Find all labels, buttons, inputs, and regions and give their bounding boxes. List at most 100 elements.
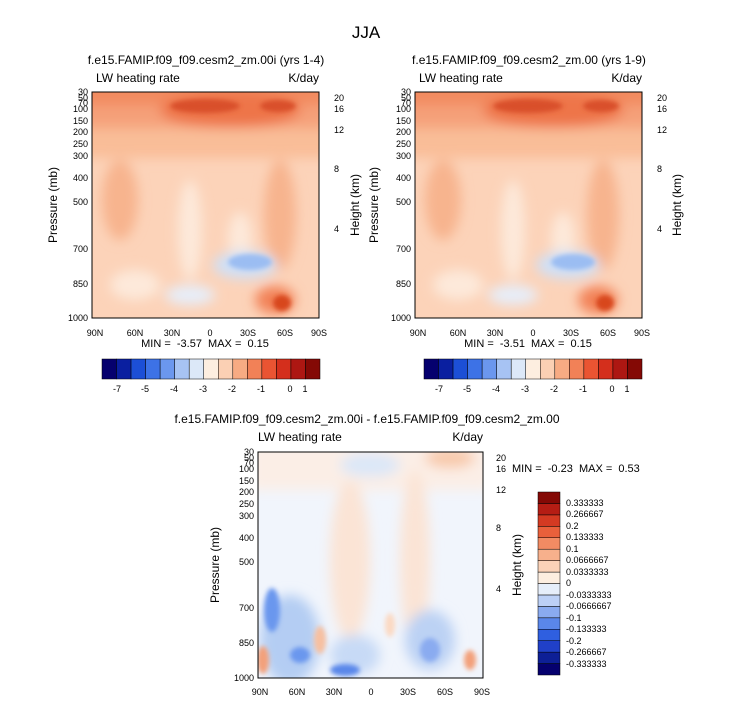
panel-1-y-tick: 850: [73, 279, 88, 289]
panel-1-y-tick: 150: [73, 116, 88, 126]
panel-3-y-tick: 70: [244, 458, 254, 468]
panel-3-height-tick: 8: [496, 523, 501, 533]
panel-2-y-tick: 250: [396, 139, 411, 149]
colorbar-swatch: [159, 358, 175, 380]
panel-2-height-ticks: 20 16 12 8 4: [657, 93, 667, 234]
colorbar-swatch: [510, 358, 526, 380]
colorbar-swatch: [452, 358, 468, 380]
panel-1-x-tick: 60N: [127, 328, 144, 338]
panel-3-y-tick: 200: [239, 487, 254, 497]
panel-1-x-tick: 30S: [240, 328, 256, 338]
panel-3-cb-label: -0.133333: [566, 624, 607, 634]
colorbar-swatch: [554, 358, 570, 380]
panel-3-x-tick: 60S: [437, 687, 453, 697]
panel-2-right-label: K/day: [611, 71, 642, 85]
panel-2-frame: [414, 91, 643, 319]
colorbar-swatch: [569, 358, 585, 380]
panel-2-y-tick: 100: [396, 104, 411, 114]
panel-3-y-ticks: 30 50 70 100 150 200 250 300 400 500 700…: [234, 447, 254, 683]
colorbar-swatch: [537, 571, 561, 584]
panel-2-colorbar: [423, 358, 643, 380]
panel-3-left-label: LW heating rate: [258, 430, 342, 444]
panel-3-y-tick: 150: [239, 476, 254, 486]
panel-3-cb-label: -0.2: [566, 636, 582, 646]
colorbar-swatch: [537, 651, 561, 664]
colorbar-swatch: [537, 491, 561, 504]
panel-2-field: [415, 92, 642, 318]
panel-2-height-tick: 12: [657, 125, 667, 135]
panel-2: f.e15.FAMIP.f09_f09.cesm2_zm.00 (yrs 1-9…: [367, 53, 684, 394]
panel-2-colorbar-labels: -7 -5 -4 -3 -2 -1 0 1: [435, 384, 630, 394]
panel-2-cb-label: -3: [521, 384, 529, 394]
panel-3-ylabel-right: Height (km): [510, 534, 524, 596]
colorbar-swatch: [305, 358, 321, 380]
panel-2-x-tick: 0: [530, 328, 535, 338]
panel-3-title: f.e15.FAMIP.f09_f09.cesm2_zm.00i - f.e15…: [174, 412, 559, 426]
panel-2-y-tick: 50: [401, 93, 411, 103]
colorbar-swatch: [537, 663, 561, 676]
panel-3-y-tick: 400: [239, 533, 254, 543]
colorbar-swatch: [232, 358, 248, 380]
panel-2-y-tick: 500: [396, 197, 411, 207]
panel-1-x-ticks: 90N 60N 30N 0 30S 60S 90S: [87, 328, 327, 338]
panel-3-x-tick: 30S: [400, 687, 416, 697]
panel-3-cb-label: 0.1: [566, 544, 579, 554]
panel-1-left-label: LW heating rate: [96, 71, 180, 85]
panel-1-title: f.e15.FAMIP.f09_f09.cesm2_zm.00i (yrs 1-…: [88, 53, 325, 67]
panel-2-y-tick: 700: [396, 244, 411, 254]
panel-3-colorbar: [537, 491, 561, 676]
panel-3-height-tick: 12: [496, 485, 506, 495]
colorbar-swatch: [467, 358, 483, 380]
panel-1-y-tick: 250: [73, 139, 88, 149]
panel-1-y-tick: 300: [73, 151, 88, 161]
panel-2-y-tick: 30: [401, 87, 411, 97]
colorbar-swatch: [537, 548, 561, 561]
panel-2-y-tick: 70: [401, 98, 411, 108]
panel-2-cb-label: -4: [492, 384, 500, 394]
panel-1-x-tick: 90S: [311, 328, 327, 338]
panel-3-y-tick: 250: [239, 499, 254, 509]
panel-1-cb-label: 0: [287, 384, 292, 394]
panel-3-y-tick: 50: [244, 453, 254, 463]
panel-3-height-ticks: 20 16 12 8 4: [496, 453, 506, 594]
panel-3-cb-label: 0.0333333: [566, 567, 609, 577]
panel-2-y-tick: 1000: [391, 313, 411, 323]
panel-3-right-label: K/day: [452, 430, 483, 444]
panel-3-y-tick: 100: [239, 464, 254, 474]
panel-1-frame: [91, 91, 320, 319]
panel-1-height-ticks: 20 16 12 8 4: [334, 93, 344, 234]
panel-1-y-tick: 70: [78, 98, 88, 108]
panel-1-stats: MIN = -3.57 MAX = 0.15: [141, 338, 269, 350]
colorbar-swatch: [101, 358, 117, 380]
panel-2-title: f.e15.FAMIP.f09_f09.cesm2_zm.00 (yrs 1-9…: [412, 53, 646, 67]
panel-3-cb-label: 0.2: [566, 521, 579, 531]
panel-3-cb-label: -0.266667: [566, 647, 607, 657]
panel-1-height-tick: 8: [334, 164, 339, 174]
panel-3-x-tick: 90S: [474, 687, 490, 697]
panel-1-x-tick: 30N: [164, 328, 181, 338]
colorbar-swatch: [218, 358, 234, 380]
panel-3-cb-label: 0: [566, 578, 571, 588]
panel-1-right-label: K/day: [288, 71, 319, 85]
panel-1-cb-label: -3: [199, 384, 207, 394]
colorbar-swatch: [537, 629, 561, 641]
panel-2-y-ticks: 30 50 70 100 150 200 250 300 400 500 700…: [391, 87, 411, 323]
panel-3-y-tick: 30: [244, 447, 254, 457]
panel-3: f.e15.FAMIP.f09_f09.cesm2_zm.00i - f.e15…: [174, 412, 639, 697]
panel-3-ylabel: Pressure (mb): [208, 527, 222, 603]
panel-1-cb-label: 1: [302, 384, 307, 394]
panel-3-cb-label: 0.266667: [566, 509, 604, 519]
panel-3-y-tick: 500: [239, 557, 254, 567]
colorbar-swatch: [598, 358, 614, 380]
figure-title: JJA: [352, 23, 381, 42]
panel-3-cb-label: -0.0666667: [566, 601, 612, 611]
panel-2-cb-label: -2: [550, 384, 558, 394]
panel-3-x-ticks: 90N 60N 30N 0 30S 60S 90S: [252, 687, 490, 697]
colorbar-swatch: [537, 514, 561, 527]
panel-2-stats: MIN = -3.51 MAX = 0.15: [464, 338, 592, 350]
panel-2-y-tick: 200: [396, 127, 411, 137]
panel-1-ylabel: Pressure (mb): [46, 167, 60, 243]
colorbar-swatch: [261, 358, 277, 380]
panel-3-cb-label: -0.1: [566, 613, 582, 623]
panel-1-x-tick: 60S: [277, 328, 293, 338]
